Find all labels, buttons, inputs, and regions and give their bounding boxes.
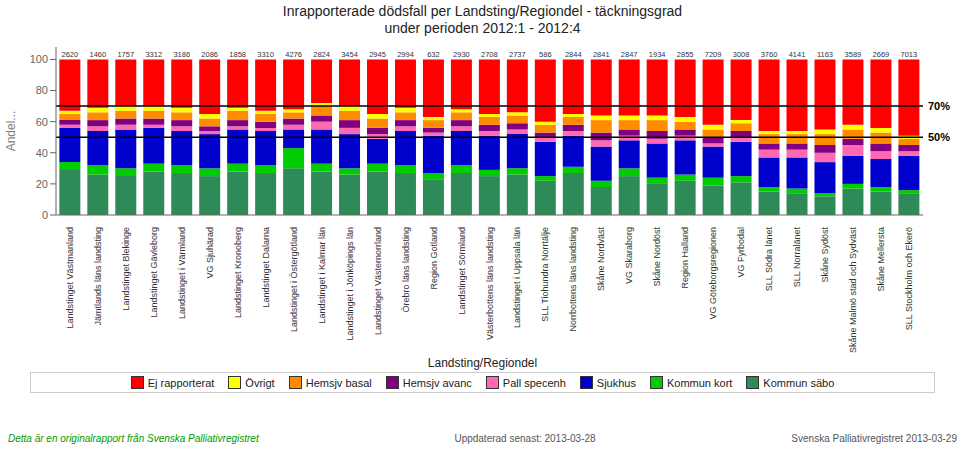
svg-text:3310: 3310 (257, 50, 274, 59)
svg-text:0: 0 (42, 209, 48, 221)
svg-text:40: 40 (36, 147, 48, 159)
html-text:Landsting/Regiondel: Landsting/Regiondel (427, 356, 538, 370)
svg-text:80: 80 (36, 84, 48, 96)
svg-text:3008: 3008 (733, 50, 750, 59)
svg-text:1858: 1858 (229, 50, 246, 59)
svg-text:2708: 2708 (481, 50, 498, 59)
svg-text:1163: 1163 (817, 50, 833, 59)
svg-text:Landstinget Kronoberg: Landstinget Kronoberg (233, 227, 243, 318)
svg-text:586: 586 (539, 50, 552, 59)
html-text:Pall specenh: Pall specenh (502, 376, 566, 389)
html-text:Detta är en originalrapport fr: Detta är en originalrapport från Svenska… (8, 433, 259, 444)
svg-text:Skåne Nordväst: Skåne Nordväst (596, 227, 606, 292)
svg-text:SLL Norralänet: SLL Norralänet (792, 227, 802, 288)
html-text:Svenska Palliativregistret 201: Svenska Palliativregistret 2013-03-29 (791, 433, 957, 444)
svg-text:100: 100 (30, 53, 48, 65)
svg-text:2737: 2737 (509, 50, 526, 59)
html-text:Kommun kort: Kommun kort (666, 376, 733, 389)
svg-text:Landstinget Blekinge: Landstinget Blekinge (121, 227, 131, 311)
svg-text:2930: 2930 (453, 50, 470, 59)
svg-text:2841: 2841 (593, 50, 610, 59)
svg-text:1934: 1934 (649, 50, 666, 59)
svg-text:SLL Stockholm och Ekerö: SLL Stockholm och Ekerö (904, 227, 914, 330)
svg-text:60: 60 (36, 116, 48, 128)
svg-text:Landstinget Dalarna: Landstinget Dalarna (261, 227, 271, 308)
svg-text:Landstinget i Jönköpings län: Landstinget i Jönköpings län (345, 227, 355, 341)
svg-text:Skåne Nordöst: Skåne Nordöst (652, 227, 662, 287)
svg-text:Örebro läns landsting: Örebro läns landsting (401, 227, 411, 313)
html-text:Hemsjv avanc: Hemsjv avanc (402, 376, 472, 389)
svg-text:Landstinget i Östergötland: Landstinget i Östergötland (289, 227, 299, 332)
html-text:Ej rapporterat: Ej rapporterat (147, 376, 215, 389)
svg-text:Jämtlands läns landsting: Jämtlands läns landsting (93, 227, 103, 326)
svg-text:Skåne Sydöst: Skåne Sydöst (820, 227, 830, 283)
svg-text:2847: 2847 (621, 50, 638, 59)
svg-text:3760: 3760 (761, 50, 778, 59)
svg-text:70%: 70% (928, 100, 950, 112)
svg-text:SLL Tiohundra Norrtälje: SLL Tiohundra Norrtälje (540, 227, 550, 322)
svg-text:Landstinget Västmanland: Landstinget Västmanland (65, 227, 75, 329)
svg-text:Skåne Mellersta: Skåne Mellersta (876, 227, 886, 292)
svg-text:4141: 4141 (789, 50, 806, 59)
svg-text:Landstinget i Uppsala län: Landstinget i Uppsala län (512, 227, 522, 328)
html-text:Hemsjv basal: Hemsjv basal (305, 376, 372, 389)
svg-text:Norrbottens läns landsting: Norrbottens läns landsting (568, 227, 578, 332)
svg-text:VG Fyrbodal: VG Fyrbodal (736, 227, 746, 278)
html-text:Övrigt: Övrigt (245, 376, 275, 389)
svg-text:2844: 2844 (565, 50, 582, 59)
svg-text:3454: 3454 (341, 50, 358, 59)
svg-text:2620: 2620 (62, 50, 79, 59)
svg-text:2945: 2945 (369, 50, 386, 59)
html-text:Sjukhus: Sjukhus (596, 376, 636, 389)
svg-text:2855: 2855 (677, 50, 694, 59)
svg-text:VG Göteborgsregionen: VG Göteborgsregionen (708, 227, 718, 320)
svg-text:Landstinget Sörmland: Landstinget Sörmland (457, 227, 467, 315)
svg-text:VG Skaraborg: VG Skaraborg (624, 227, 634, 284)
svg-text:2669: 2669 (873, 50, 890, 59)
html-text:Inrapporterade dödsfall per La: Inrapporterade dödsfall per Landsting/Re… (282, 3, 683, 36)
svg-text:Landstinget Västernorrland: Landstinget Västernorrland (373, 227, 383, 335)
svg-text:Landstinget i Värmland: Landstinget i Värmland (177, 227, 187, 319)
svg-text:2086: 2086 (201, 50, 218, 59)
svg-text:50%: 50% (928, 131, 950, 143)
svg-text:20: 20 (36, 178, 48, 190)
svg-text:3312: 3312 (145, 50, 162, 59)
svg-text:2824: 2824 (313, 50, 330, 59)
svg-text:Landstinget i Kalmar län: Landstinget i Kalmar län (317, 227, 327, 324)
svg-text:Västerbottens läns landsting: Västerbottens läns landsting (485, 227, 495, 340)
svg-text:Andel...: Andel... (4, 111, 18, 152)
svg-text:2994: 2994 (397, 50, 414, 59)
svg-text:3186: 3186 (173, 50, 190, 59)
svg-text:Region Gotland: Region Gotland (429, 227, 439, 290)
html-text:Kommun säbo: Kommun säbo (763, 376, 835, 389)
svg-text:3589: 3589 (845, 50, 862, 59)
svg-text:Skåne Malmö stad och Sydväst: Skåne Malmö stad och Sydväst (848, 227, 858, 354)
svg-text:7013: 7013 (901, 50, 918, 59)
svg-text:Landstinget Gävleborg: Landstinget Gävleborg (149, 227, 159, 318)
svg-text:4276: 4276 (285, 50, 302, 59)
svg-text:Region Halland: Region Halland (680, 227, 690, 289)
svg-text:7209: 7209 (705, 50, 722, 59)
svg-text:SLL Södra länet: SLL Södra länet (764, 227, 774, 292)
svg-text:VG Sjuhärad: VG Sjuhärad (205, 227, 215, 279)
svg-text:1460: 1460 (89, 50, 106, 59)
svg-text:1757: 1757 (117, 50, 134, 59)
svg-text:632: 632 (427, 50, 440, 59)
html-text:Uppdaterad senast: 2013-03-28: Uppdaterad senast: 2013-03-28 (454, 433, 596, 444)
